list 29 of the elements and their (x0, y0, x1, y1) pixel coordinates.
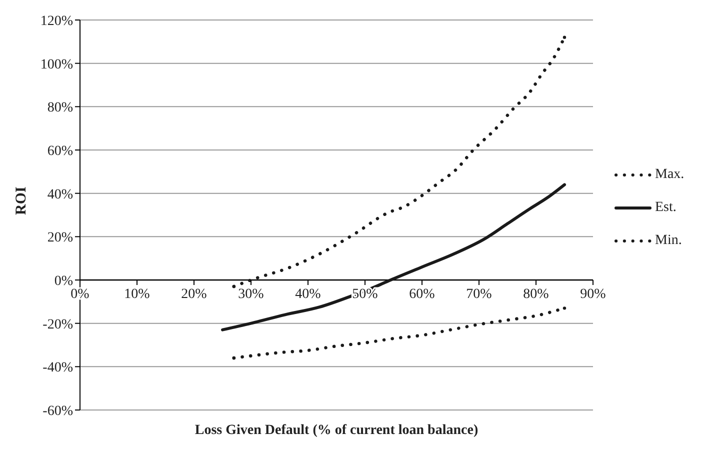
y-tick-label: 60% (47, 144, 74, 159)
point (232, 356, 236, 360)
y-axis-title: ROI (13, 186, 30, 215)
point (562, 36, 566, 39)
y-tick-label: 100% (40, 57, 74, 72)
y-tick-label: -40% (42, 360, 74, 376)
point (562, 306, 566, 310)
y-tick-label: -20% (42, 317, 74, 332)
x-tick-label: 30% (238, 287, 264, 302)
x-tick-label: 60% (409, 287, 436, 302)
y-tick-label: -60% (42, 404, 74, 419)
y-tick-label: 20% (47, 230, 74, 246)
x-tick-label: 80% (523, 287, 550, 302)
x-tick-label: 20% (181, 287, 208, 302)
x-tick-label: 90% (580, 287, 606, 302)
legend-label: Max. (655, 166, 684, 182)
x-axis-title: Loss Given Default (% of current loan balance) (194, 423, 478, 438)
legend-label: Est. (655, 200, 676, 216)
y-tick-label: 120% (40, 14, 74, 29)
point (232, 284, 236, 288)
y-tick-label: 80% (47, 100, 74, 116)
legend-label: Min. (655, 232, 682, 248)
x-tick-label: 50% (352, 287, 378, 302)
line-series (221, 183, 566, 332)
x-tick-label: 40% (295, 287, 322, 302)
y-tick-label: 0% (54, 274, 74, 289)
x-tick-label: 10% (124, 287, 150, 302)
y-tick-label: 40% (47, 187, 74, 202)
x-tick-label: 70% (466, 287, 492, 302)
